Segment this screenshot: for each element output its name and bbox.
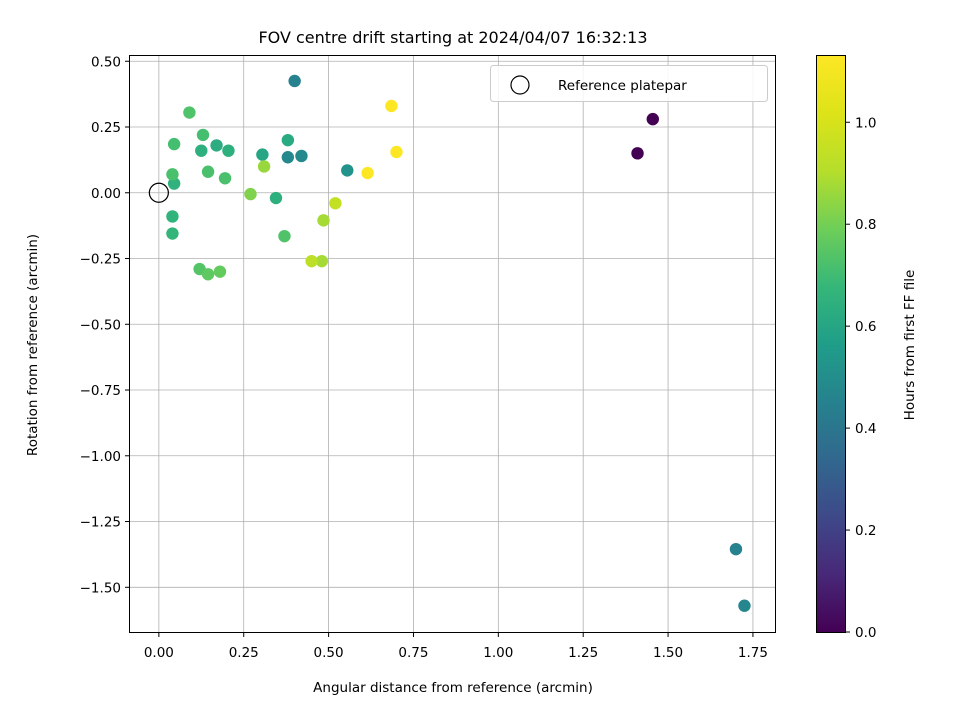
grid-lines: [130, 56, 775, 632]
scatter-point: [166, 227, 179, 240]
scatter-point: [317, 214, 330, 227]
y-axis-label: Rotation from reference (arcmin): [25, 234, 41, 456]
scatter-point: [341, 164, 354, 177]
scatter-point: [183, 106, 196, 119]
colorbar-label: Hours from first FF file: [902, 270, 918, 421]
scatter-point: [256, 148, 269, 161]
x-tick-label: 0.00: [144, 645, 174, 661]
x-tick-label: 0.75: [398, 645, 428, 661]
x-axis-ticks: 0.00 0.25 0.50 0.75 1.00 1.25 1.50 1.75: [144, 632, 768, 661]
scatter-point: [269, 191, 283, 205]
colorbar-ticks: 0.0 0.2 0.4 0.6 0.8 1.0: [845, 115, 876, 641]
x-tick-label: 1.25: [568, 645, 598, 661]
scatter-point: [631, 147, 644, 160]
scatter-point: [210, 139, 223, 152]
scatter-point: [646, 112, 659, 126]
colorbar-frame: [816, 55, 846, 633]
scatter-point: [213, 265, 227, 278]
x-tick-label: 0.50: [314, 645, 344, 661]
scatter-point: [305, 254, 318, 268]
x-tick-label: 1.50: [653, 645, 683, 661]
scatter-point: [385, 99, 398, 113]
scatter-point: [288, 74, 301, 88]
scatter-point: [166, 168, 179, 181]
y-tick-label: −1.25: [80, 515, 121, 531]
scatter-point: [329, 197, 342, 210]
y-tick-label: −0.50: [80, 317, 121, 333]
colorbar-tick-label: 0.6: [855, 319, 876, 335]
plot-area-frame: [129, 55, 776, 633]
scatter-point: [195, 144, 208, 157]
y-tick-label: 0.25: [91, 120, 121, 136]
scatter-point: [738, 599, 751, 612]
reference-marker-layer: [148, 182, 169, 203]
chart-title: FOV centre drift starting at 2024/04/07 …: [258, 28, 647, 47]
legend-marker-reference: [510, 75, 530, 95]
x-tick-label: 1.00: [483, 645, 513, 661]
y-tick-label: −0.25: [80, 252, 121, 268]
y-tick-label: −1.50: [80, 580, 121, 596]
y-axis-ticks: 0.50 0.25 0.00 −0.25 −0.50 −0.75 −1.00 −1.25 −1.…: [80, 54, 130, 596]
scatter-point: [390, 145, 403, 159]
scatter-point: [218, 172, 232, 185]
scatter-point: [167, 177, 181, 190]
colorbar-tick-label: 0.2: [855, 523, 876, 539]
scatter-point: [281, 151, 295, 164]
colorbar-tick-label: 0.4: [855, 421, 876, 437]
scatter-point: [295, 149, 308, 163]
y-tick-label: −0.75: [80, 383, 121, 399]
data-points: [166, 74, 751, 612]
x-axis-label: Angular distance from reference (arcmin): [313, 680, 593, 696]
colorbar-tick-label: 0.0: [855, 625, 876, 641]
scatter-point: [196, 128, 210, 142]
x-tick-label: 0.25: [229, 645, 259, 661]
scatter-point: [201, 268, 215, 281]
legend-entry-label: Reference platepar: [558, 78, 687, 94]
colorbar-tick-label: 1.0: [855, 115, 876, 131]
scatter-point: [167, 137, 181, 151]
scatter-point: [222, 144, 235, 157]
scatter-point: [729, 542, 743, 556]
scatter-point: [201, 165, 215, 178]
scatter-point: [244, 187, 257, 201]
scatter-point: [166, 210, 179, 223]
colorbar: 0.0 0.2 0.4 0.6 0.8 1.0 Hours from first FF f…: [816, 55, 918, 641]
scatter-point: [281, 133, 295, 147]
y-tick-label: 0.50: [91, 54, 121, 70]
legend-box: [490, 65, 768, 102]
scatter-point: [315, 254, 329, 268]
y-tick-label: 0.00: [91, 186, 121, 202]
scatter-point: [257, 160, 271, 173]
y-tick-label: −1.00: [80, 449, 121, 465]
scatter-point: [361, 166, 374, 180]
x-tick-label: 1.75: [738, 645, 768, 661]
scatter-point: [278, 229, 291, 243]
colorbar-tick-label: 0.8: [855, 217, 876, 233]
legend: Reference platepar: [490, 65, 768, 102]
colorbar-gradient: [817, 56, 845, 632]
reference-platepar-marker: [148, 182, 169, 203]
